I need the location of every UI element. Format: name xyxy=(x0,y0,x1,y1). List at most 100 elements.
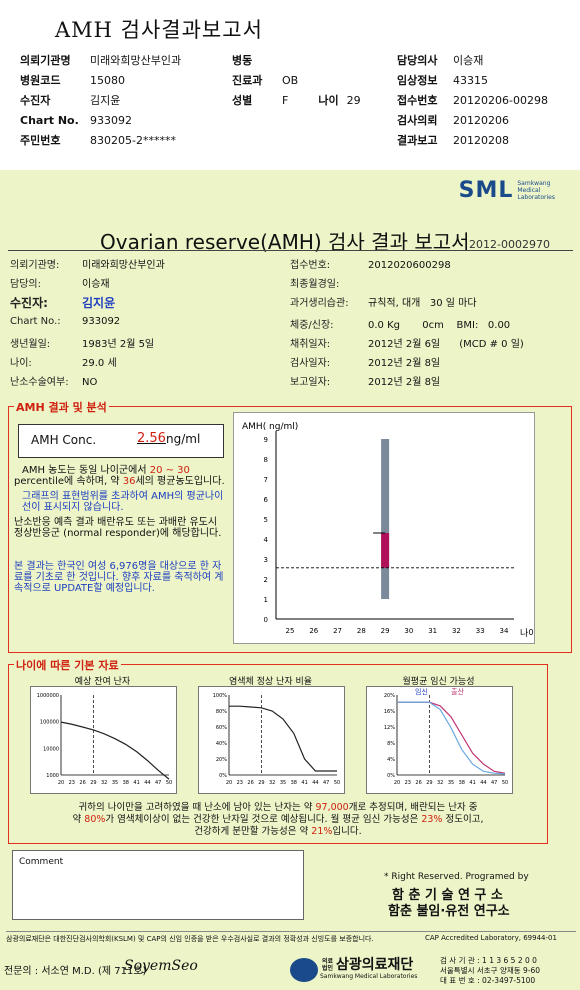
info-value: 2012년 2월 6일 (MCD # 0 일) xyxy=(368,339,524,350)
y-tick-label: 0 xyxy=(264,616,268,624)
header-key: 진료과 xyxy=(232,74,263,87)
age-summary: 귀하의 나이만을 고려하였을 때 난소에 남아 있는 난자는 약 97,000개… xyxy=(72,802,484,837)
age-data-section xyxy=(8,664,548,844)
header-key: 결과보고 xyxy=(397,134,438,147)
x-tick-label: 30 xyxy=(404,627,413,635)
comment-box: Comment xyxy=(12,850,304,920)
x-tick-label: 35 xyxy=(280,780,286,786)
x-tick-label: 35 xyxy=(112,780,118,786)
header-value: 미래와희망산부인과 xyxy=(90,54,182,67)
foundation-tag: 의료 법인 xyxy=(322,958,334,972)
info-value: 미래와희망산부인과 xyxy=(82,260,165,271)
x-tick-label: 41 xyxy=(133,780,139,786)
x-tick-label: 25 xyxy=(286,627,295,635)
info-key: 의뢰기관명: xyxy=(10,260,60,271)
header-value: 김지윤 xyxy=(90,94,121,107)
y-tick-label: 12% xyxy=(384,725,395,731)
amh-interpretation: AMH 농도는 동일 나이군에서 20 ~ 30 percentile에 속하며… xyxy=(14,465,226,594)
doctor-signature: SoyemSeo xyxy=(124,958,198,974)
pregnancy-chance-chart: 20% 16% 12% 8% 4% 0% 20 23 26 29 32 35 38 41 44 47 50 임신 출… xyxy=(366,686,513,794)
quartile-bar xyxy=(381,533,390,568)
header-key: 접수번호 xyxy=(397,94,438,107)
y-tick-label: 1000 xyxy=(46,773,59,779)
y-tick-label: 80% xyxy=(216,709,227,715)
info-key: 최종월경일: xyxy=(290,279,340,290)
info-key: 채취일자: xyxy=(290,339,331,350)
x-tick-label: 23 xyxy=(237,780,243,786)
title-divider xyxy=(8,250,573,251)
series-line xyxy=(229,705,337,772)
info-value: 29.0 세 xyxy=(82,358,117,369)
doctor-name: 전문의 : 서소연 M.D. (제 711호) xyxy=(4,966,147,977)
x-tick-label: 50 xyxy=(502,780,508,786)
rights-text: * Right Reserved. Programed by xyxy=(384,872,529,882)
amh-percentile: 20 ~ 30 xyxy=(149,465,190,476)
amh-text: percentile에 속하며, 약 xyxy=(14,476,120,487)
series-line xyxy=(60,721,170,780)
header-value: 이승재 xyxy=(453,54,484,67)
foundation-name-en: Samkwang Medical Laboratories xyxy=(320,973,418,980)
info-key: 과거생리습관: xyxy=(290,298,349,309)
x-tick-label: 20 xyxy=(226,780,232,786)
x-tick-label: 23 xyxy=(405,780,411,786)
x-tick-label: 44 xyxy=(480,780,486,786)
footer-note: 삼광의료재단은 대한진단검사의학회(KSLM) 및 CAP의 신임 인증을 받은… xyxy=(6,935,374,943)
y-tick-label: 1 xyxy=(264,596,268,604)
amh-footnote: 본 결과는 한국인 여성 6,976명을 대상으로 한 자료를 기초로 한 것입… xyxy=(14,561,224,594)
x-tick-label: 33 xyxy=(476,627,485,635)
header-key: 임상정보 xyxy=(397,74,438,87)
institute-name-2: 함춘 불임·유전 연구소 xyxy=(388,904,510,919)
info-value: 2012년 2월 8일 xyxy=(368,377,441,388)
x-tick-label: 29 xyxy=(90,780,96,786)
x-tick-label: 26 xyxy=(309,627,318,635)
x-axis-label: 나이 xyxy=(520,628,534,639)
header-key: 담당의사 xyxy=(397,54,438,67)
y-tick-label: 8% xyxy=(387,741,395,747)
egg-count: 97,000 xyxy=(315,802,349,813)
header-value xyxy=(282,50,361,70)
info-value: 2012년 2월 8일 xyxy=(368,358,441,369)
x-tick-label: 41 xyxy=(469,780,475,786)
x-tick-label: 32 xyxy=(452,627,461,635)
info-key: 보고일자: xyxy=(290,377,331,388)
x-tick-label: 34 xyxy=(500,627,509,635)
y-tick-label: 1000000 xyxy=(37,693,59,699)
y-tick-label: 4% xyxy=(387,757,395,763)
header-key: 수진자 xyxy=(20,94,51,107)
y-tick-label: 3 xyxy=(264,556,268,564)
x-tick-label: 29 xyxy=(381,627,390,635)
x-tick-label: 26 xyxy=(79,780,85,786)
x-tick-label: 38 xyxy=(459,780,465,786)
amh-section-label: AMH 결과 및 분석 xyxy=(14,399,109,415)
header-key: Chart No. xyxy=(20,113,79,127)
y-tick-label: 6 xyxy=(264,496,269,504)
institute-name: 함 춘 기 술 연 구 소 xyxy=(392,888,503,903)
legend-item: 임신 xyxy=(415,687,428,696)
patient-info-right: 접수번호: 2012020600298 최종월경일: 과거생리습관: 규칙적, 대개… xyxy=(290,256,524,392)
y-tick-label: 7 xyxy=(264,476,268,484)
x-tick-label: 29 xyxy=(258,780,264,786)
series-line-출산 xyxy=(397,701,506,775)
header-key: 검사의뢰 xyxy=(397,114,438,127)
header-key: 주민번호 xyxy=(20,134,61,147)
header-value: 933092 xyxy=(90,113,132,127)
info-key: 수진자: xyxy=(10,296,48,310)
header-key: 병원코드 xyxy=(20,74,61,87)
header-value: 20120206 xyxy=(453,113,509,127)
header-key: 성별 xyxy=(232,94,253,107)
amh-conc-label: AMH Conc. xyxy=(31,433,97,447)
range-bar xyxy=(381,439,390,599)
lab-logo: SML Samkwang Medical Laboratories xyxy=(459,178,555,203)
y-tick-label: 9 xyxy=(264,436,268,444)
lab-logo-text: SML xyxy=(458,178,514,203)
mini-chart-title: 월평균 임신 가능성 xyxy=(402,677,475,687)
y-axis-label: AMH( ng/ml) xyxy=(242,422,298,432)
info-key: Chart No.: xyxy=(10,316,61,327)
info-key: 담당의: xyxy=(10,279,41,290)
mini-chart-title: 예상 잔여 난자 xyxy=(74,677,131,687)
info-key: 체중/신장: xyxy=(290,320,334,331)
info-value: 규칙적, 대개 30 일 마다 xyxy=(368,298,477,309)
info-value: 김지윤 xyxy=(82,296,116,310)
header-value: 830205-2****** xyxy=(90,133,176,147)
header-value: 43315 xyxy=(453,73,488,87)
